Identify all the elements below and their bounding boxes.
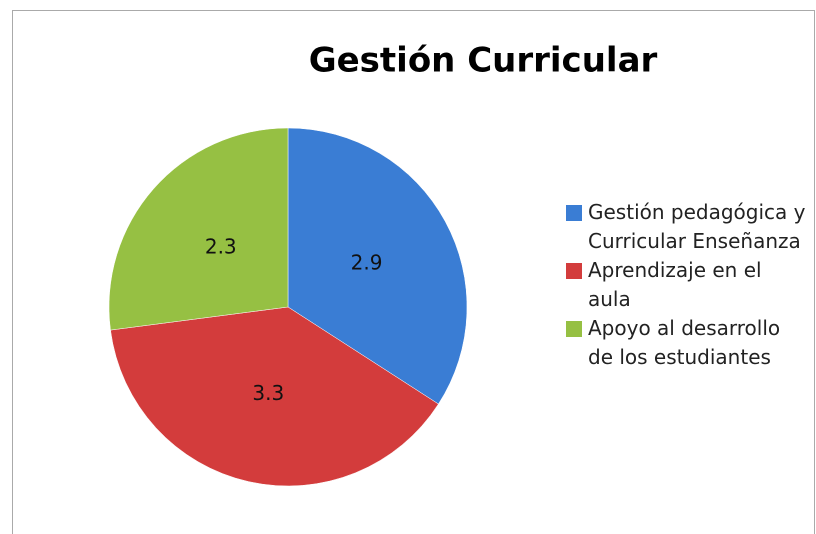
chart-title: Gestión Curricular [309,41,658,81]
legend-swatch [566,321,582,337]
data-label: 2.3 [205,234,237,258]
legend-label: Aprendizaje en el aula [588,258,762,311]
data-label: 2.9 [351,251,383,275]
legend-item: Gestión pedagógica y Curricular Enseñanz… [566,198,806,256]
legend-item: Apoyo al desarrollo de los estudiantes [566,314,806,372]
legend-swatch [566,263,582,279]
pie-slice [110,306,439,487]
legend-label: Apoyo al desarrollo de los estudiantes [588,316,781,369]
data-label: 3.3 [252,381,284,405]
legend-item: Aprendizaje en el aula [566,256,806,314]
pie-slice [108,127,289,331]
legend-swatch [566,205,582,221]
legend-label: Gestión pedagógica y Curricular Enseñanz… [588,200,806,253]
pie-slice [287,127,468,405]
legend: Gestión pedagógica y Curricular Enseñanz… [566,198,806,372]
